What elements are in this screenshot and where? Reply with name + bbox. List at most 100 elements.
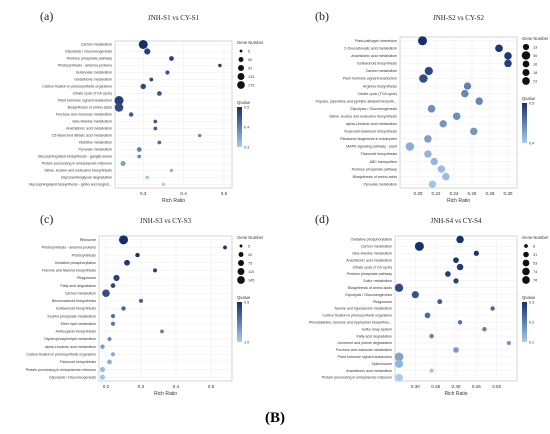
x-tick-label: 0.45 [472, 384, 481, 389]
color-legend-value: 0.5 [244, 300, 249, 304]
data-point [424, 150, 432, 158]
category-label: Taurine and hypotaurine metabolism [334, 307, 392, 311]
category-label: Fructose and mannose metabolism [56, 113, 112, 117]
color-legend-value: 1.0 [244, 340, 249, 344]
data-point [161, 182, 166, 187]
size-legend-title: Gene Number [522, 235, 549, 240]
data-point [394, 283, 404, 292]
category-label: beta-Alanine metabolism [72, 120, 112, 124]
size-legend-value: 30 [533, 54, 537, 58]
data-point [428, 180, 437, 188]
data-point [135, 252, 140, 258]
panel-title: JNH-S4 vs CY-S4 [431, 217, 482, 225]
category-label: Biosynthesis of amino acids [348, 286, 393, 290]
data-point [445, 271, 451, 277]
category-label: Glycolysis / Gluconeogenesis [49, 375, 96, 379]
color-legend-value: 0.1 [529, 340, 534, 344]
data-point [139, 298, 143, 303]
size-legend-dot [524, 244, 528, 248]
data-point [405, 142, 415, 151]
data-point [490, 306, 495, 311]
category-label: Pentose phosphate pathway [352, 167, 398, 171]
category-label: Flavonoid biosynthesis [60, 360, 97, 364]
category-label: Fatty acid degradation [356, 334, 392, 338]
panel-c: (c) JNH-S3 vs CY-S3 Ribosome Photosynthesis… [26, 212, 264, 397]
category-label: Glycolysis / Gluconeogenesis [345, 293, 392, 297]
category-label: Flavone and flavonol biosynthesis [42, 269, 96, 273]
data-point [394, 352, 404, 362]
data-point [110, 321, 116, 326]
data-point [427, 104, 436, 113]
data-point [198, 133, 202, 138]
category-label: alpha-Linolenic acid metabolism [45, 345, 96, 349]
data-point [419, 74, 428, 83]
category-label: Glycosphingolipid biosynthesis - globo a… [29, 183, 112, 187]
category-label: Oxidative phosphorylation [55, 261, 96, 265]
size-legend-dot [522, 60, 530, 68]
category-label: Plant-pathogen interaction [355, 39, 397, 43]
category-label: Glycolysis / Gluconeogenesis [350, 107, 397, 111]
data-point [504, 59, 512, 68]
size-legend-dot [237, 276, 245, 284]
size-legend-dot [522, 77, 530, 85]
x-tick-label: 0.5 [221, 191, 228, 196]
data-point [482, 327, 487, 332]
category-label: Glycosaminoglycan degradation [61, 176, 112, 180]
category-label: Plant hormone signal transduction [343, 77, 397, 81]
data-point [149, 77, 154, 82]
data-point [453, 257, 459, 264]
color-legend-value: 0.3 [529, 300, 534, 304]
data-point [165, 70, 170, 75]
category-label: Fructose and mannose metabolism [336, 348, 392, 352]
data-point [394, 359, 404, 368]
data-point [437, 165, 446, 173]
x-tick-label: 0.4 [173, 384, 180, 389]
data-point [114, 103, 124, 112]
color-legend-value: 0.4 [529, 141, 534, 145]
size-legend-value: 74 [533, 270, 537, 274]
size-legend-value: 75 [248, 261, 252, 265]
category-label: Arachidonic acid metabolism [66, 127, 112, 131]
size-legend-value: 8 [533, 244, 535, 248]
plot-area [399, 36, 518, 189]
size-legend-value: 40 [248, 253, 252, 257]
data-point [456, 263, 464, 271]
data-point [107, 336, 112, 342]
data-point [145, 175, 150, 180]
panel-a: (a) JNH-S1 vs CY-S1 Carbon metabolism Glyco… [29, 9, 264, 204]
color-legend-title: Qvalue [237, 100, 251, 105]
category-label: Sulfur metabolism [363, 279, 392, 283]
color-legend-bar [237, 302, 242, 342]
x-tick-label: 0.3 [138, 384, 145, 389]
x-tick-label: 0.4 [180, 191, 187, 196]
size-legend-value: 50 [248, 58, 252, 62]
category-label: Pyruvate metabolism [363, 182, 397, 186]
data-point [442, 172, 450, 181]
category-label: Sulfur relay system [361, 327, 392, 331]
data-point [144, 48, 151, 55]
data-point [218, 63, 222, 68]
x-axis-label: Rich Ratio [444, 391, 467, 397]
color-legend-title: Qvalue [522, 295, 536, 300]
color-legend-bar [237, 107, 242, 147]
category-label: Ribosome [80, 238, 96, 242]
category-label: Anthocyanin biosynthesis [55, 330, 96, 334]
category-label: Isoflavonoid biosynthesis [56, 307, 96, 311]
color-legend-value: 0.2 [529, 320, 534, 324]
size-legend-value: 23 [533, 79, 537, 83]
category-label: Arginine biosynthesis [363, 84, 397, 88]
category-label: C5-Branched dibasic acid metabolism [52, 134, 112, 138]
size-legend-dot [238, 252, 244, 257]
category-label: Arachidonic acid metabolism [346, 258, 392, 262]
data-point [100, 344, 105, 349]
category-label: Ether lipid metabolism [61, 322, 96, 326]
category-label: Benzoxazinoid biosynthesis [52, 299, 96, 303]
category-label: Oxidative phosphorylation [351, 238, 392, 242]
size-legend-dot [522, 69, 530, 76]
color-legend-title: Qvalue [522, 96, 536, 101]
size-legend-value: 16 [533, 62, 537, 66]
color-legend-bar [522, 302, 527, 342]
x-tick-label: 0.3 [140, 191, 147, 196]
category-label: Pyruvate metabolism [78, 148, 112, 152]
size-legend-value: 145 [248, 278, 254, 282]
